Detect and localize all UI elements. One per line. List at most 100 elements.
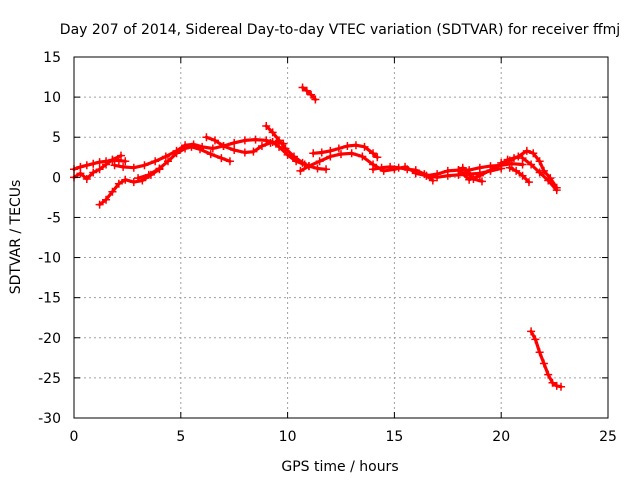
series-arc-14	[458, 163, 486, 186]
data-point	[373, 153, 382, 162]
x-tick-label: 0	[70, 429, 79, 445]
series-line-arc-17	[508, 166, 531, 184]
data-point	[369, 165, 378, 174]
series-arc-16	[518, 154, 561, 195]
series-arc-18	[527, 327, 566, 391]
x-tick-label: 15	[385, 429, 403, 445]
series-arc-5	[134, 142, 234, 183]
series-arc-9	[309, 141, 382, 162]
data-point	[458, 163, 467, 172]
y-axis-label: SDTVAR / TECUs	[8, 180, 24, 295]
data-point	[140, 161, 149, 170]
data-point	[129, 163, 138, 172]
data-point	[114, 179, 123, 188]
series-arc-17	[505, 163, 533, 187]
data-point	[196, 145, 205, 154]
data-point	[403, 165, 412, 174]
data-point	[539, 166, 548, 175]
data-point	[121, 157, 130, 166]
data-point	[225, 157, 234, 166]
series-arc-8	[298, 83, 320, 104]
data-point	[219, 142, 228, 151]
data-point	[326, 152, 335, 161]
data-point	[187, 142, 196, 151]
data-point	[298, 83, 307, 92]
data-point	[309, 149, 318, 158]
data-point	[443, 171, 452, 180]
y-tick-label: 15	[43, 50, 61, 66]
data-point	[454, 166, 463, 175]
x-tick-label: 25	[599, 429, 617, 445]
series-arc-7	[262, 121, 331, 174]
data-point	[535, 168, 544, 177]
data-point	[307, 90, 316, 99]
data-point	[529, 149, 538, 158]
data-point	[89, 168, 98, 177]
data-point	[544, 370, 553, 379]
data-point	[281, 144, 290, 153]
data-point	[527, 160, 536, 169]
data-point	[317, 148, 326, 157]
data-point	[304, 162, 313, 171]
data-point	[313, 164, 322, 173]
series-arc-10	[296, 149, 527, 180]
data-point	[230, 138, 239, 147]
y-tick-label: -5	[47, 210, 61, 226]
data-point	[351, 141, 360, 150]
data-point	[518, 171, 527, 180]
data-point	[206, 150, 215, 159]
data-point	[433, 173, 442, 182]
data-point	[262, 121, 271, 130]
data-point	[251, 135, 260, 144]
data-point	[290, 152, 299, 161]
data-point	[163, 157, 172, 166]
data-point	[266, 138, 275, 147]
data-point	[514, 152, 523, 161]
series-line-arc-8	[301, 85, 317, 102]
data-point	[95, 200, 104, 209]
data-point	[108, 155, 117, 164]
grid	[74, 57, 608, 418]
data-point	[386, 162, 395, 171]
data-point	[535, 348, 544, 357]
data-point	[527, 327, 536, 336]
x-tick-label: 20	[492, 429, 510, 445]
series-line-arc-2	[72, 154, 123, 181]
data-point	[544, 176, 553, 185]
data-point	[119, 162, 128, 171]
data-point	[347, 149, 356, 158]
data-point	[275, 136, 284, 145]
data-point	[322, 165, 331, 174]
chart-title: Day 207 of 2014, Sidereal Day-to-day VTE…	[60, 22, 620, 38]
data-point	[469, 174, 478, 183]
data-point	[102, 195, 111, 204]
data-point	[268, 128, 277, 137]
data-point	[334, 144, 343, 153]
plot-frame	[73, 56, 609, 419]
y-tick-label: 0	[52, 170, 61, 186]
data-point	[486, 166, 495, 175]
y-tick-label: -10	[38, 251, 61, 267]
data-point	[552, 381, 561, 390]
data-point	[240, 148, 249, 157]
y-tick-label: 5	[52, 130, 61, 146]
axis-ticks: 0 5 10 15 20 25 -30 -25 -20 -15 -10 -5 0 5 10 15	[38, 50, 617, 445]
data-point	[377, 163, 386, 172]
x-axis-label: GPS time / hours	[281, 459, 398, 475]
data-point	[535, 157, 544, 166]
data-point	[217, 154, 226, 163]
y-tick-label: 10	[43, 90, 61, 106]
data-point	[394, 163, 403, 172]
data-point	[95, 165, 104, 174]
y-tick-label: -25	[38, 371, 61, 387]
series-line-arc-14	[461, 166, 484, 183]
data-point	[358, 152, 367, 161]
data-point	[463, 168, 472, 177]
data-point	[257, 142, 266, 151]
data-point	[497, 158, 506, 167]
data-point	[302, 86, 311, 95]
y-tick-label: -20	[38, 331, 61, 347]
data-point	[539, 359, 548, 368]
data-point	[548, 378, 557, 387]
data-point	[95, 158, 104, 167]
